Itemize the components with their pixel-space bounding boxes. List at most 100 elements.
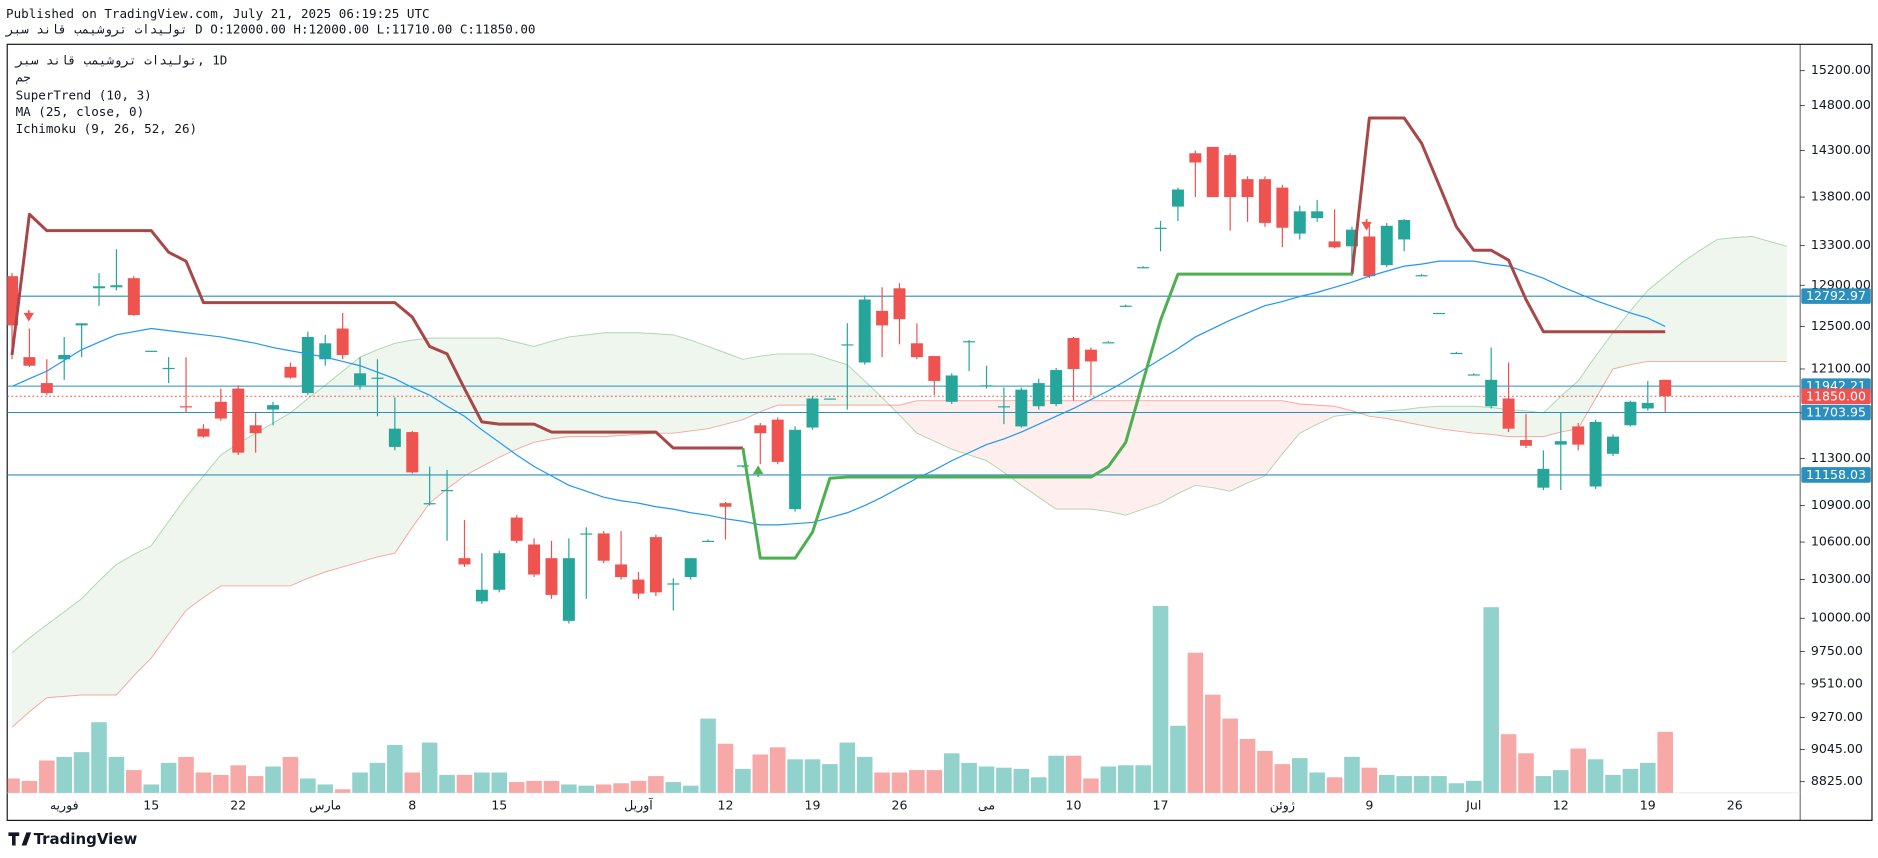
frame	[6, 43, 1873, 821]
cloud-segment	[1543, 396, 1561, 437]
candle-body	[893, 288, 906, 320]
cloud-segment	[760, 353, 778, 412]
cloud-segment	[12, 637, 30, 728]
volume-bar	[334, 789, 351, 793]
cloud-segment	[1525, 410, 1544, 437]
footer: TradingView	[34, 830, 138, 848]
x-tick-label: 12	[1553, 798, 1569, 813]
cloud-segment	[725, 352, 743, 425]
candle-body	[1398, 220, 1411, 240]
volume-bar	[1152, 606, 1169, 793]
volume-bar	[874, 772, 890, 793]
volume-bar	[317, 784, 334, 793]
candle-body	[388, 428, 401, 447]
cloud-segment	[133, 545, 152, 676]
sell-arrow	[23, 310, 34, 322]
candle-body	[736, 465, 749, 467]
candle-body	[145, 350, 158, 352]
volume-bar	[491, 772, 508, 793]
cloud-segment	[534, 341, 552, 443]
cloud-segment	[1317, 405, 1335, 425]
volume-bar	[1553, 770, 1569, 793]
cloud-segment	[29, 624, 47, 712]
cloud-segment	[1682, 250, 1701, 362]
volume-bar	[1117, 765, 1134, 793]
volume-bar	[21, 780, 38, 793]
cloud-segment	[290, 398, 308, 586]
cloud-segment	[777, 353, 796, 406]
volume-bar	[526, 780, 542, 793]
supertrend-down	[10, 116, 1666, 450]
volume-bar	[630, 780, 647, 793]
candle-body	[1206, 146, 1219, 198]
cloud-segment	[1456, 406, 1474, 434]
volume-bar	[1257, 750, 1273, 793]
volume-bar	[665, 782, 682, 793]
cloud-segment	[1056, 400, 1074, 510]
candle-body	[1137, 267, 1150, 269]
volume-bar	[1465, 780, 1482, 793]
volume-bar	[1065, 755, 1082, 793]
candle-body	[1102, 342, 1115, 344]
candle-body	[75, 323, 88, 326]
candle-body	[458, 558, 471, 565]
volume-bar	[961, 762, 977, 793]
legend-sub: مج	[16, 69, 31, 85]
cloud-segment	[1230, 400, 1248, 492]
volume-bar	[508, 782, 525, 793]
volume-bar	[1535, 776, 1552, 793]
cloud-segment	[690, 340, 709, 431]
volume-bar	[648, 776, 664, 793]
volume-bar	[213, 774, 229, 793]
volume-bar	[160, 762, 177, 793]
candle-body	[1554, 441, 1567, 445]
candle-body	[1432, 312, 1445, 315]
x-tick-label: 22	[230, 798, 246, 813]
cloud-segment	[1560, 380, 1579, 433]
volume-bar	[1396, 776, 1412, 793]
volume-bar	[1204, 694, 1221, 793]
cloud-segment	[1038, 400, 1057, 510]
cloud-segment	[447, 338, 465, 489]
cloud-segment	[1769, 241, 1788, 362]
cloud-segment	[829, 359, 848, 406]
volume-bar	[700, 718, 716, 793]
legend-indicator: Ichimoku (9, 26, 52, 26)	[16, 121, 198, 136]
candle-body	[180, 406, 193, 408]
volume-bar	[300, 778, 316, 793]
cloud-segment	[1630, 290, 1648, 365]
x-tick-label: Jul	[1465, 798, 1481, 813]
volume-bar	[1622, 768, 1639, 793]
y-tick-label: 10300.00	[1811, 571, 1871, 586]
cloud-segment	[203, 454, 221, 598]
y-tick-label: 14300.00	[1811, 142, 1871, 157]
volume-bar	[613, 783, 629, 793]
cloud-segment	[1700, 239, 1718, 362]
candle-body	[232, 388, 245, 453]
candle-body	[371, 377, 384, 379]
cloud-segment	[1665, 262, 1683, 362]
volume-bar	[943, 753, 960, 793]
candle-body	[963, 341, 976, 343]
cloud-segment	[1473, 406, 1492, 435]
volume-bar	[404, 772, 421, 793]
volume-bar	[1413, 776, 1430, 793]
volume-bar	[56, 756, 73, 793]
y-tick-label: 9045.00	[1811, 741, 1863, 756]
candle-body	[945, 375, 958, 402]
cloud-segment	[342, 357, 361, 567]
cloud-segment	[99, 564, 117, 695]
y-tick-label: 8825.00	[1811, 773, 1863, 788]
volume-bar	[1570, 748, 1586, 793]
cloud-segment	[603, 332, 622, 437]
volume-bar	[387, 744, 403, 793]
cloud-segment	[1160, 400, 1178, 504]
candle-body	[510, 517, 523, 541]
cloud-segment	[499, 338, 517, 458]
volume-bar	[1518, 753, 1534, 793]
candle-body	[110, 285, 123, 288]
candle-body	[545, 558, 558, 595]
candle-body	[1119, 305, 1132, 307]
cloud-segment	[655, 333, 674, 434]
cloud-segment	[742, 356, 761, 420]
